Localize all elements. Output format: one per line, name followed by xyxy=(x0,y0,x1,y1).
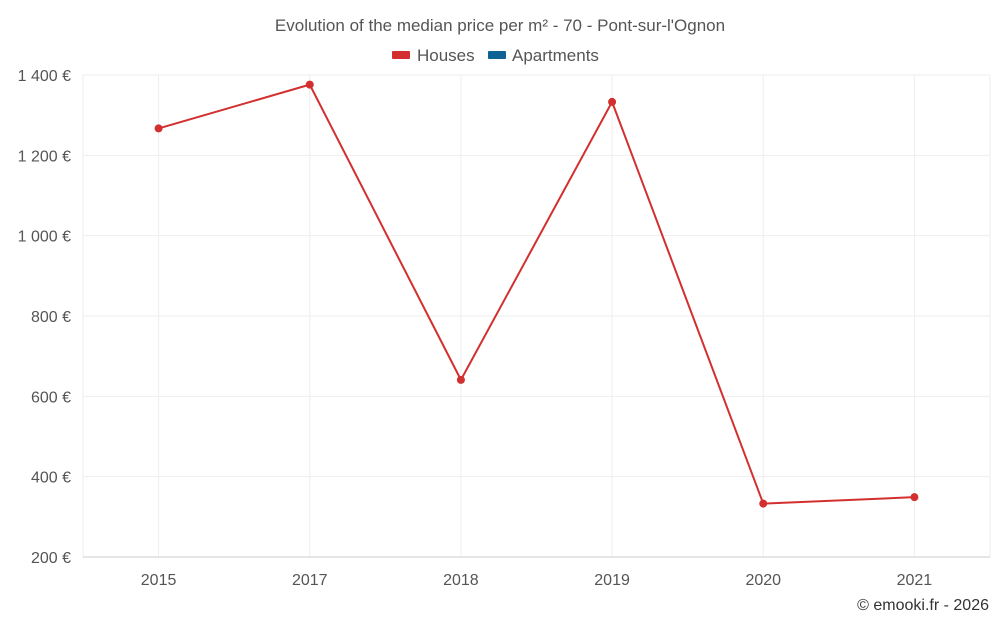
series-line-houses xyxy=(158,83,915,505)
x-tick-label: 2020 xyxy=(745,572,781,589)
x-tick-label: 2015 xyxy=(141,572,177,589)
y-tick-label: 800 € xyxy=(31,309,71,326)
data-point-houses-2020[interactable] xyxy=(759,499,768,508)
y-tick-label: 1 200 € xyxy=(18,148,71,165)
data-point-houses-2018[interactable] xyxy=(456,375,465,384)
y-tick-label: 600 € xyxy=(31,389,71,406)
series xyxy=(154,80,919,508)
legend-label-houses[interactable]: Houses xyxy=(417,46,475,65)
data-point-houses-2017[interactable] xyxy=(305,80,314,89)
legend-swatch-apartments[interactable] xyxy=(488,51,506,59)
credit-text: © emooki.fr - 2026 xyxy=(857,597,989,614)
data-point-houses-2019[interactable] xyxy=(608,97,617,106)
data-point-houses-2015[interactable] xyxy=(154,124,163,133)
x-tick-label: 2018 xyxy=(443,572,479,589)
chart-title: Evolution of the median price per m² - 7… xyxy=(275,16,725,35)
legend: Houses Apartments xyxy=(392,46,599,65)
axes: 200 € 400 € 600 € 800 € 1 000 € 1 200 € 1 400 … xyxy=(18,68,990,589)
x-tick-label: 2019 xyxy=(594,572,630,589)
y-tick-label: 200 € xyxy=(31,550,71,567)
y-tick-label: 1 400 € xyxy=(18,68,71,85)
data-point-houses-2021[interactable] xyxy=(910,493,919,502)
x-tick-label: 2021 xyxy=(897,572,933,589)
x-tick-label: 2017 xyxy=(292,572,328,589)
legend-swatch-houses[interactable] xyxy=(392,51,410,59)
y-tick-label: 1 000 € xyxy=(18,229,71,246)
grid xyxy=(82,74,991,557)
legend-label-apartments[interactable]: Apartments xyxy=(512,46,599,65)
y-tick-label: 400 € xyxy=(31,470,71,487)
